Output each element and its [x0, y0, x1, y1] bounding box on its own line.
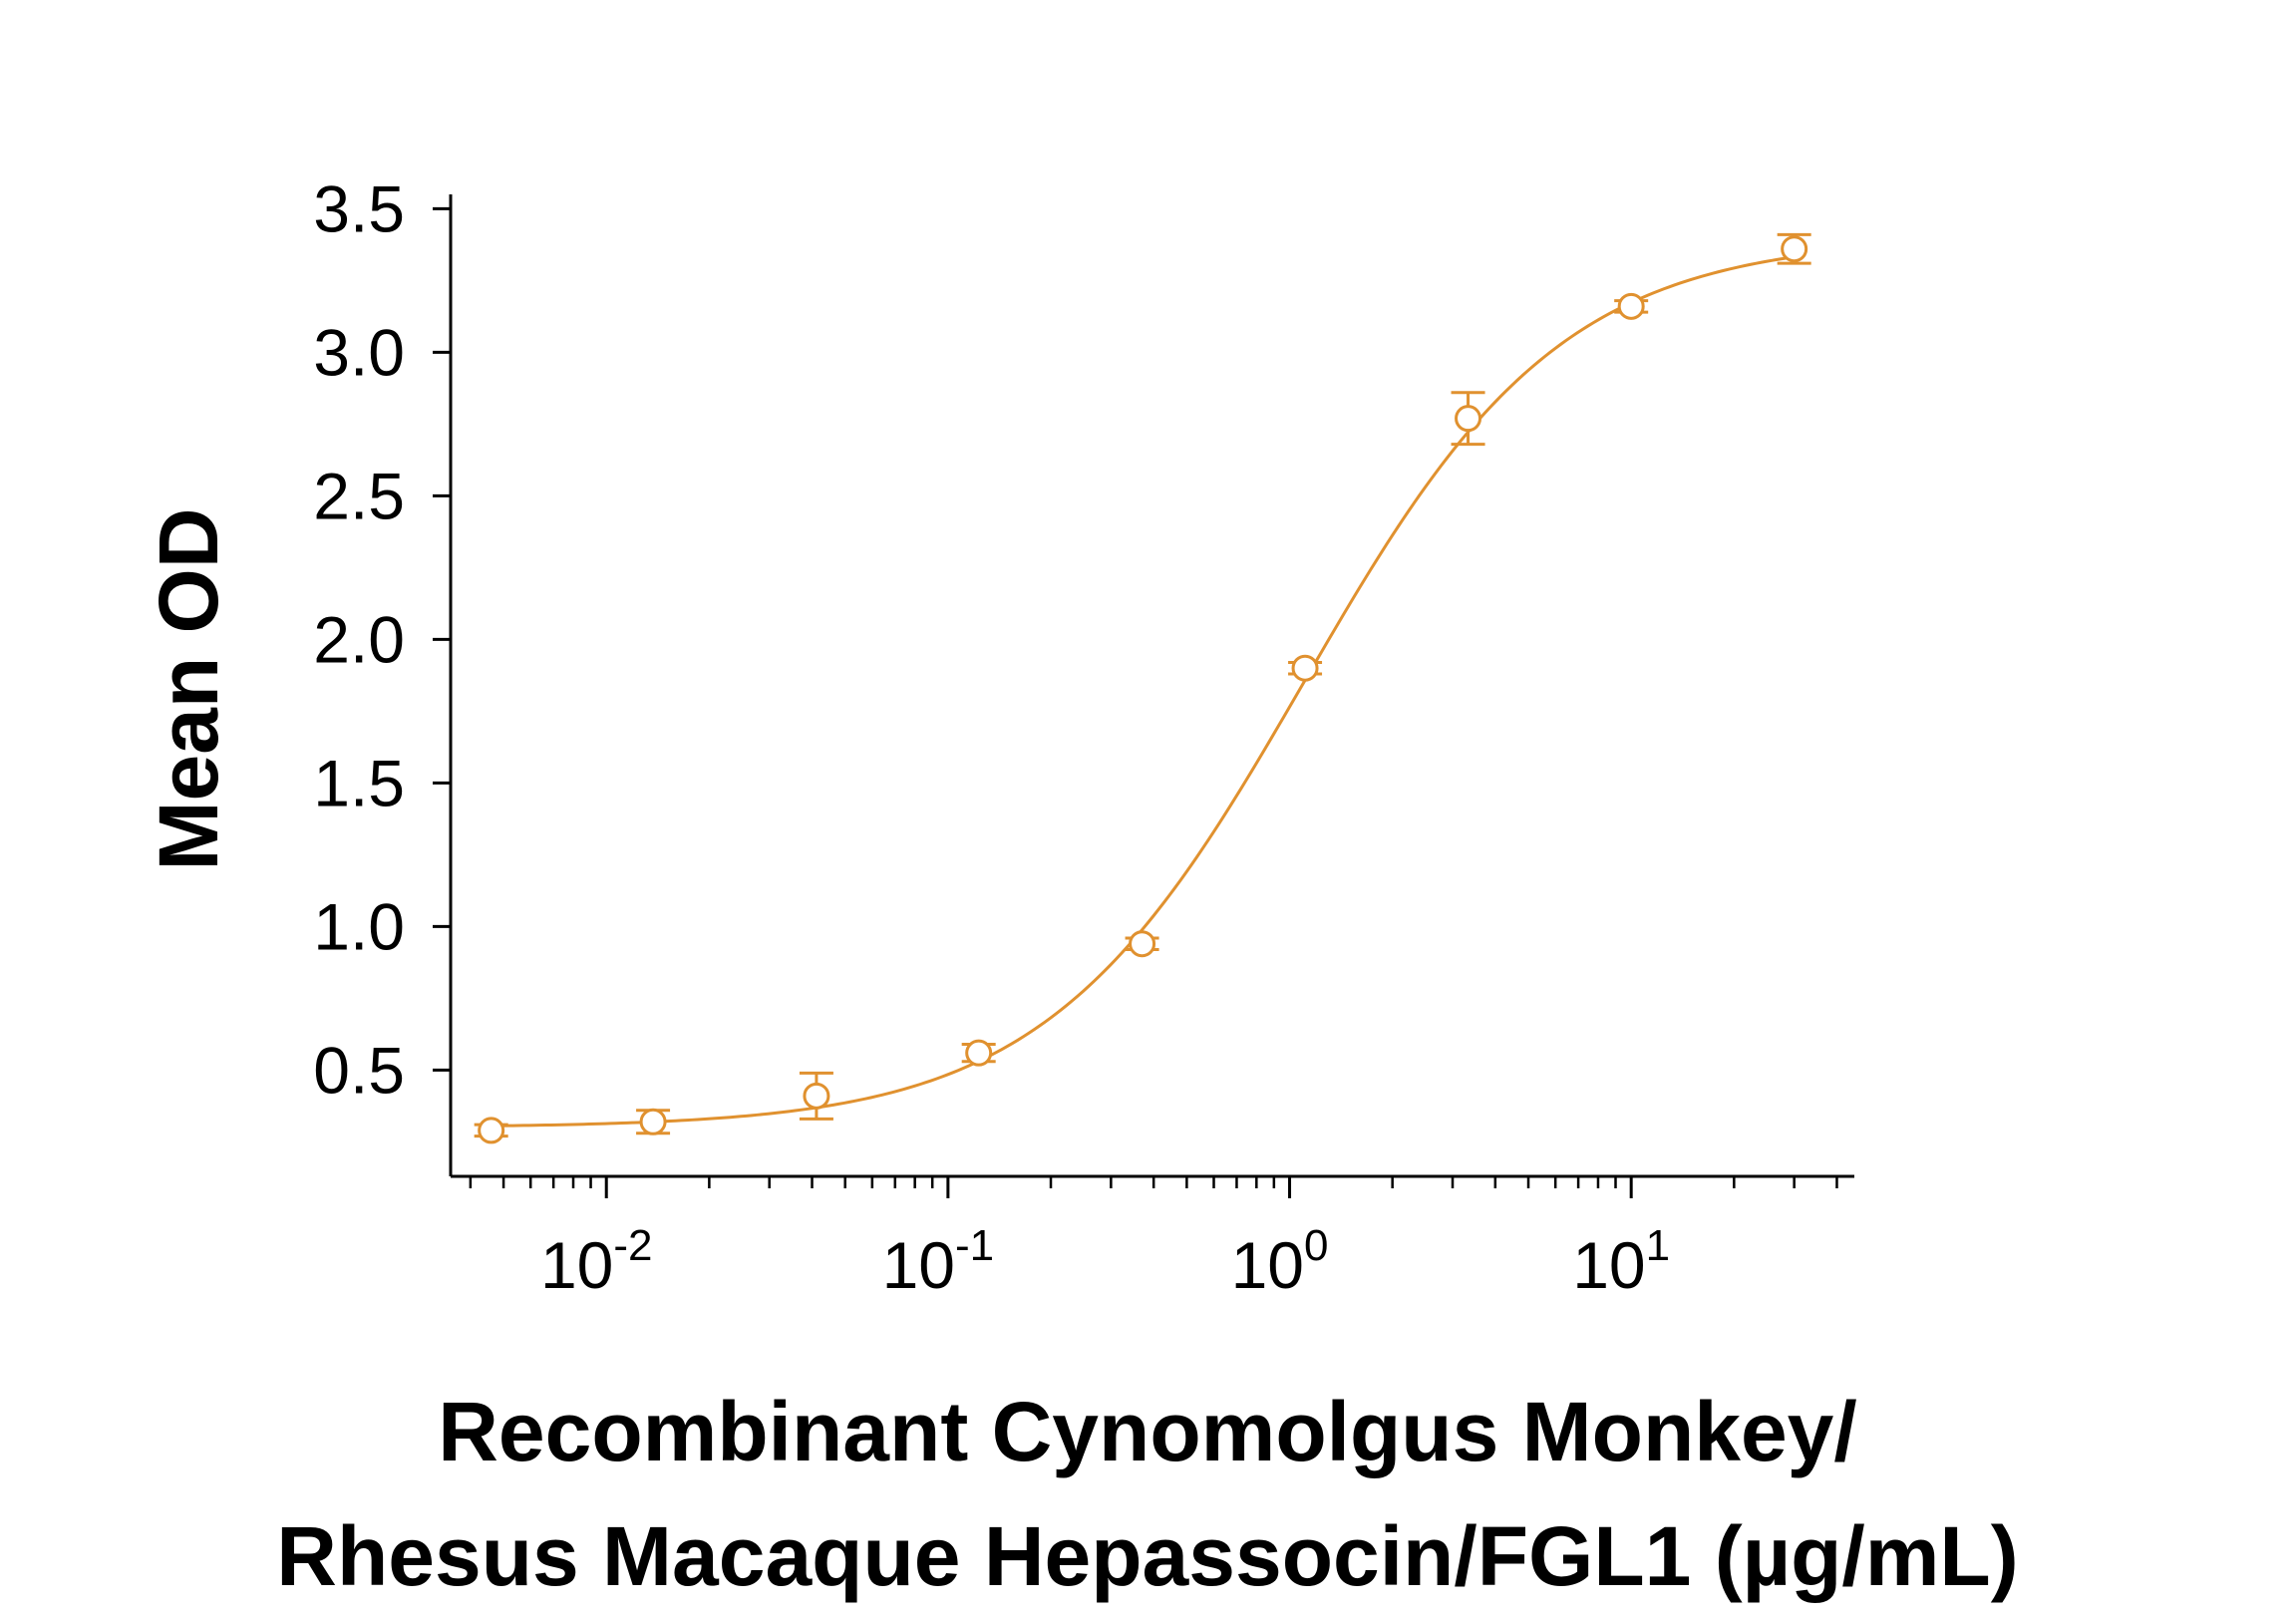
- point-marker: [1617, 292, 1645, 320]
- data-point: [1451, 391, 1485, 447]
- y-tick-label: 2.5: [313, 459, 405, 532]
- data-point: [1125, 930, 1159, 958]
- axes: [449, 194, 1854, 1178]
- x-axis-title-line-2: Rhesus Macaque Hepassocin/FGL1 (µg/mL): [276, 1509, 2018, 1603]
- data-point: [799, 1071, 833, 1121]
- x-tick-label: 10-1: [882, 1221, 995, 1302]
- fit-curve-layer: [491, 255, 1795, 1128]
- point-marker: [1455, 405, 1482, 433]
- point-marker: [1781, 235, 1808, 263]
- data-point: [636, 1108, 671, 1135]
- data-point: [1777, 232, 1811, 265]
- y-tick-label: 1.0: [313, 889, 405, 963]
- y-tick-label: 1.5: [313, 746, 405, 819]
- x-axis-title-line-1: Recombinant Cynomolgus Monkey/: [438, 1385, 1857, 1478]
- data-point: [961, 1039, 996, 1067]
- point-marker: [1129, 930, 1156, 958]
- x-tick-label: 10-2: [540, 1221, 653, 1302]
- point-marker: [965, 1039, 993, 1067]
- y-axis-ticks: 0.5 1.0 1.5 2.0 2.5 3.0 3.5: [313, 171, 451, 1107]
- data-point: [1288, 654, 1323, 682]
- y-axis-title: Mean OD: [142, 507, 235, 870]
- x-tick-label: 100: [1231, 1221, 1329, 1302]
- y-tick-label: 0.5: [313, 1033, 405, 1107]
- x-tick-label: 101: [1572, 1221, 1670, 1302]
- point-marker: [803, 1082, 830, 1110]
- y-tick-label: 3.5: [313, 171, 405, 245]
- data-point: [1614, 292, 1649, 320]
- fit-curve: [491, 255, 1795, 1128]
- y-tick-label: 3.0: [313, 315, 405, 389]
- y-tick-label: 2.0: [313, 602, 405, 676]
- point-marker: [478, 1117, 505, 1144]
- x-axis-ticks: 10-2 10-1 100 101: [469, 1176, 1838, 1302]
- point-marker: [639, 1108, 667, 1135]
- data-point: [474, 1117, 508, 1144]
- data-points-layer: [474, 232, 1811, 1144]
- point-marker: [1291, 654, 1319, 682]
